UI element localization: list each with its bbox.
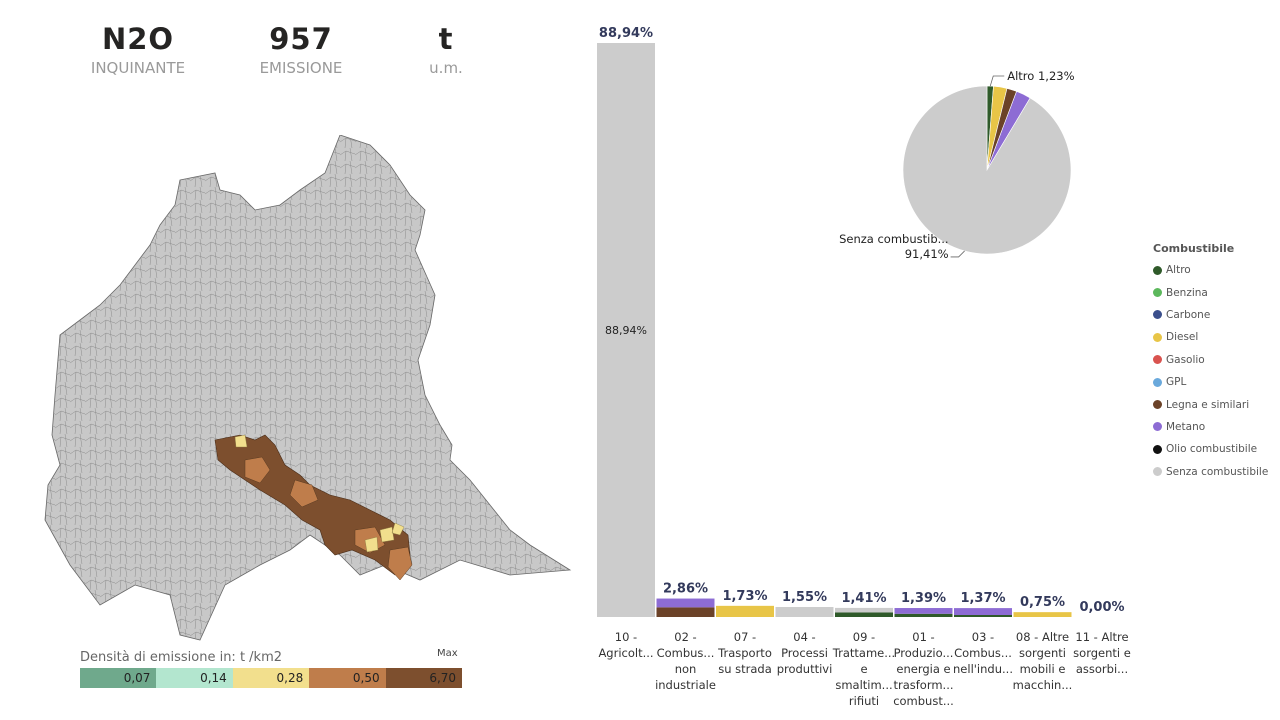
- category-label: 03 -Combus... nell'indu...: [953, 630, 1013, 676]
- legend-dot-icon: [1153, 400, 1162, 410]
- category-label: 11 - Altre sorgenti e assorbi...: [1073, 630, 1131, 676]
- legend-dot-icon: [1153, 310, 1162, 320]
- legend-segment: 0,14: [156, 668, 233, 688]
- legend-dot-icon: [1153, 265, 1162, 275]
- legend-segment: 0,28: [232, 668, 310, 688]
- bar-total-label: 88,94%: [599, 26, 653, 41]
- bar-segment[interactable]: [835, 607, 893, 613]
- bar-total-label: 1,73%: [722, 589, 767, 604]
- municipality-borders: [45, 135, 570, 640]
- fuel-legend-label: Altro: [1166, 264, 1191, 277]
- kpi-emission-value: 957: [269, 22, 333, 56]
- bar-segment[interactable]: [656, 607, 715, 617]
- bar-segment[interactable]: [775, 606, 834, 617]
- bar-total-label: 1,55%: [782, 590, 827, 605]
- fuel-legend-label: Diesel: [1166, 331, 1199, 344]
- fuel-legend-item[interactable]: Gasolio: [1153, 349, 1278, 371]
- bar-segment[interactable]: [954, 608, 1012, 615]
- fuel-legend-item[interactable]: Olio combustibile: [1153, 438, 1278, 460]
- fuel-legend-label: Metano: [1166, 420, 1206, 433]
- legend-dot-icon: [1153, 332, 1162, 342]
- fuel-legend-label: Benzina: [1166, 286, 1208, 299]
- fuel-legend-item[interactable]: Legna e similari: [1153, 393, 1278, 415]
- fuel-pie-chart: Altro 1,23% Senza combustib... 91,41%: [839, 69, 1074, 261]
- bar-segment[interactable]: [894, 608, 953, 614]
- fuel-legend-item[interactable]: Benzina: [1153, 281, 1278, 303]
- bar-total-label: 0,75%: [1020, 595, 1065, 610]
- fuel-legend-label: Legna e similari: [1166, 398, 1250, 411]
- pie-callout-line: [989, 75, 1005, 87]
- legend-dot-icon: [1153, 422, 1162, 432]
- fuel-legend-label: Carbone: [1166, 308, 1211, 321]
- legend-dot-icon: [1153, 467, 1162, 477]
- kpi-emission: 957 EMISSIONE: [231, 20, 371, 78]
- bar-segment[interactable]: [656, 598, 715, 608]
- category-label: 09 -Trattame... e smaltim... rifiuti: [832, 630, 895, 708]
- bar-segment[interactable]: [954, 615, 1012, 617]
- map-legend-title: Densità di emissione in: t /km2: [80, 650, 283, 665]
- fuel-legend-label: Senza combustibile: [1166, 465, 1269, 478]
- pie-slice[interactable]: [902, 85, 1072, 255]
- bar-total-label: 1,41%: [841, 591, 886, 606]
- emission-density-map[interactable]: [40, 135, 575, 645]
- bar-total-label: 1,39%: [901, 591, 946, 606]
- fuel-legend-item[interactable]: Senza combustibile: [1153, 461, 1278, 483]
- pie-callout-line: [950, 250, 965, 258]
- legend-dot-icon: [1153, 355, 1162, 365]
- legend-segment: 0,07: [80, 668, 157, 688]
- bar-total-label: 0,00%: [1079, 600, 1124, 615]
- category-label: 08 - Altre sorgenti mobili e macchin...: [1013, 630, 1073, 692]
- kpi-pollutant-value: N2O: [101, 22, 175, 56]
- fuel-legend-label: GPL: [1166, 376, 1187, 389]
- bar-total-label: 1,37%: [960, 591, 1005, 606]
- sector-bar-chart: 88,94% 88,94% 10 -Agricolt... 2,86% 02 -Comb…: [597, 26, 1131, 708]
- pie-callout-label: Altro 1,23%: [1007, 69, 1074, 83]
- fuel-legend-label: Olio combustibile: [1166, 443, 1258, 456]
- fuel-legend-item[interactable]: GPL: [1153, 371, 1278, 393]
- kpi-pollutant: N2O INQUINANTE: [68, 20, 208, 78]
- legend-segment: 6,70: [385, 668, 463, 688]
- kpi-unit-label: u.m.: [429, 59, 463, 77]
- bar-inner-label: 88,94%: [605, 324, 647, 337]
- fuel-legend-title: Combustibile: [1153, 242, 1235, 255]
- legend-dot-icon: [1153, 377, 1162, 387]
- kpi-unit: t u.m.: [376, 20, 516, 78]
- bar-segment[interactable]: [835, 612, 893, 617]
- fuel-legend-item[interactable]: Diesel: [1153, 326, 1278, 348]
- bar-segment[interactable]: [716, 605, 774, 617]
- bar-total-label: 2,86%: [663, 582, 708, 597]
- kpi-pollutant-label: INQUINANTE: [90, 59, 186, 77]
- map-legend-scale: 0,07 0,14 0,28 0,50 6,70: [80, 668, 463, 688]
- map-legend-max: Max: [437, 648, 458, 659]
- kpi-unit-value: t: [438, 22, 454, 56]
- kpi-emission-label: EMISSIONE: [259, 59, 343, 77]
- fuel-legend-item[interactable]: Metano: [1153, 416, 1278, 438]
- fuel-legend-label: Gasolio: [1166, 353, 1205, 366]
- category-label: 01 -Produzio... energia e trasform... combu…: [893, 630, 954, 708]
- bar-segment[interactable]: [597, 43, 655, 617]
- category-label: 10 -Agricolt...: [598, 630, 653, 660]
- fuel-legend-item[interactable]: Altro: [1153, 259, 1278, 281]
- legend-dot-icon: [1153, 288, 1162, 298]
- legend-dot-icon: [1153, 444, 1162, 454]
- legend-segment: 0,50: [309, 668, 386, 688]
- pie-callout-label: Senza combustib... 91,41%: [839, 232, 949, 261]
- bar-segment[interactable]: [894, 613, 953, 617]
- fuel-legend-item[interactable]: Carbone: [1153, 304, 1278, 326]
- fuel-legend: Combustibile Altro Benzina Carbone Diesel Ga…: [1153, 242, 1278, 483]
- low-density-area: [234, 434, 405, 553]
- bar-segment[interactable]: [1013, 612, 1072, 617]
- category-label: 02 -Combus... non industriale: [655, 630, 716, 692]
- category-label: 04 -Processi produttivi: [777, 630, 833, 676]
- category-label: 07 -Trasporto su strada: [717, 630, 772, 676]
